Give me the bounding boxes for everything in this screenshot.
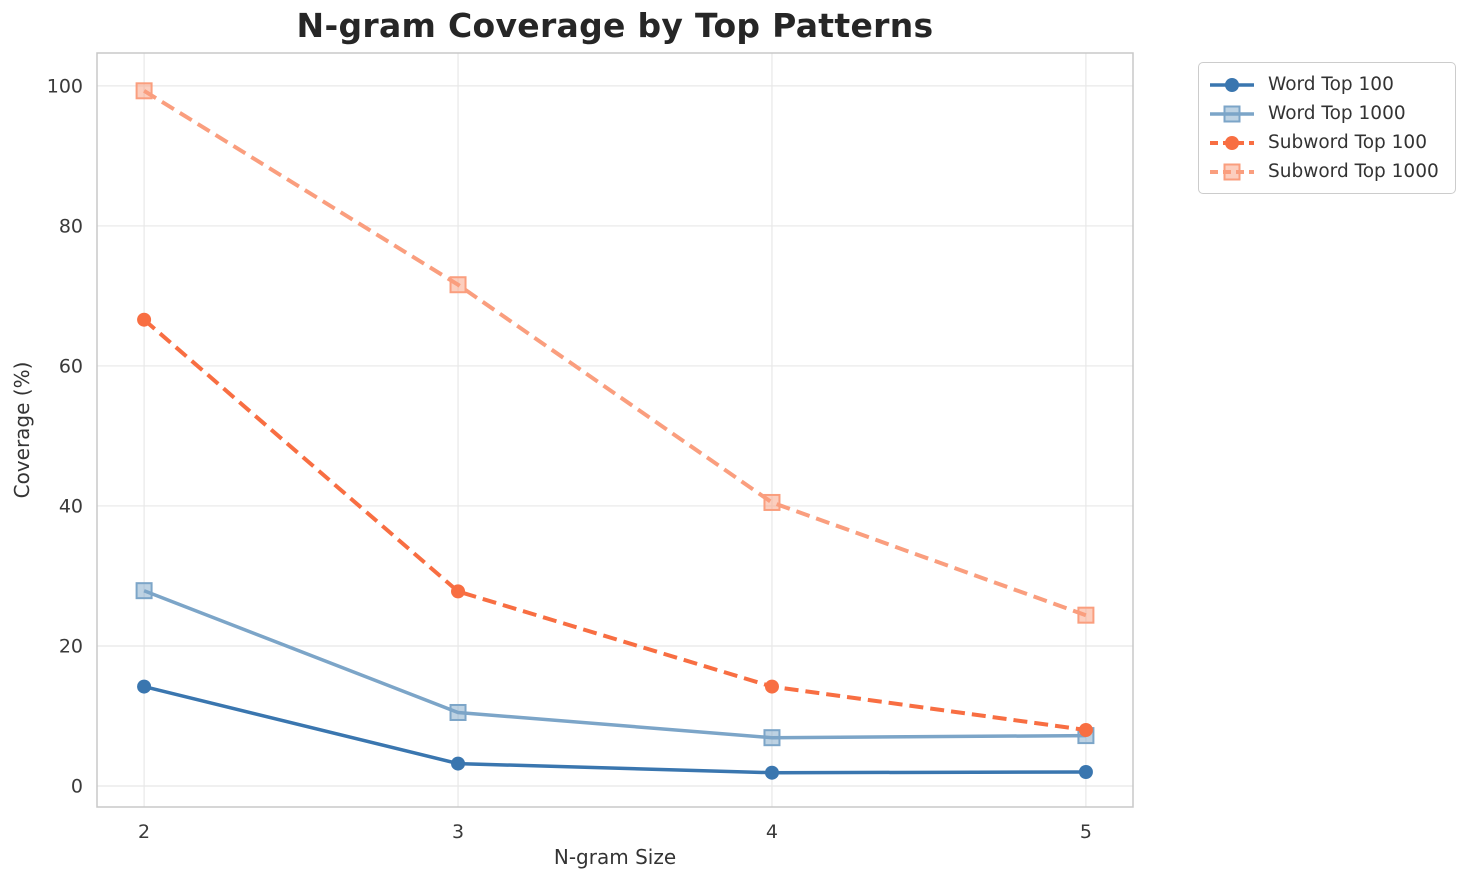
y-axis-label: Coverage (%) <box>10 361 34 499</box>
legend-item-subword-top-100: Subword Top 100 <box>1209 128 1439 157</box>
data-point <box>137 312 152 327</box>
legend: Word Top 100 Word Top 1000 Subword Top 100… <box>1198 62 1456 194</box>
legend-label: Word Top 1000 <box>1268 103 1406 124</box>
legend-swatch-subword-top-1000 <box>1210 163 1254 180</box>
x-tick-label: 5 <box>1080 821 1092 843</box>
data-point <box>763 493 781 511</box>
y-tick-label: 20 <box>59 635 83 657</box>
series-word-top-1000 <box>135 582 1095 747</box>
x-tick-label: 3 <box>452 821 464 843</box>
data-point <box>135 582 153 600</box>
legend-swatch-subword-top-100 <box>1210 135 1254 150</box>
series-line <box>143 589 1086 740</box>
x-axis-label: N-gram Size <box>553 845 677 869</box>
data-point <box>135 82 153 100</box>
series-line <box>142 318 1087 732</box>
legend-item-subword-top-1000: Subword Top 1000 <box>1209 157 1439 186</box>
data-point <box>763 729 781 747</box>
series-line <box>143 684 1086 775</box>
gridlines <box>97 53 1133 807</box>
y-tick-label: 0 <box>71 775 83 797</box>
data-point <box>449 703 467 721</box>
y-tick-label: 100 <box>47 75 83 97</box>
data-point <box>764 765 779 780</box>
data-point <box>764 679 779 694</box>
series-line <box>143 89 1087 618</box>
data-point <box>1078 764 1093 779</box>
plot-border <box>96 52 1134 808</box>
y-tick-label: 60 <box>59 355 83 377</box>
legend-item-word-top-1000: Word Top 1000 <box>1209 99 1439 128</box>
series-subword-top-100 <box>137 312 1093 737</box>
chart-title: N-gram Coverage by Top Patterns <box>296 6 934 45</box>
data-point <box>1077 606 1095 624</box>
legend-item-word-top-100: Word Top 100 <box>1209 70 1439 99</box>
legend-swatch-word-top-100 <box>1210 77 1254 92</box>
y-tick-label: 80 <box>59 215 83 237</box>
series-word-top-100 <box>137 679 1093 780</box>
data-point <box>1078 722 1093 737</box>
data-point <box>451 584 466 599</box>
y-tick-labels: 0 20 40 60 80 100 <box>47 75 83 797</box>
x-tick-label: 2 <box>138 821 150 843</box>
y-tick-label: 40 <box>59 495 83 517</box>
legend-label: Word Top 100 <box>1268 74 1394 95</box>
data-point <box>137 679 152 694</box>
x-tick-labels: 2 3 4 5 <box>138 821 1092 843</box>
legend-swatch-word-top-1000 <box>1210 105 1254 122</box>
series-subword-top-1000 <box>135 82 1095 624</box>
x-tick-label: 4 <box>766 821 778 843</box>
legend-label: Subword Top 100 <box>1268 132 1427 153</box>
legend-label: Subword Top 1000 <box>1268 161 1439 182</box>
data-point <box>449 276 467 294</box>
data-point <box>451 756 466 771</box>
